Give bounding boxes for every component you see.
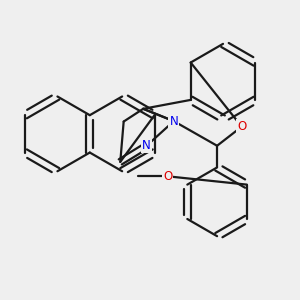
Text: N: N [169, 115, 178, 128]
Text: O: O [163, 170, 172, 183]
Text: O: O [237, 120, 246, 133]
Text: N: N [142, 139, 151, 152]
